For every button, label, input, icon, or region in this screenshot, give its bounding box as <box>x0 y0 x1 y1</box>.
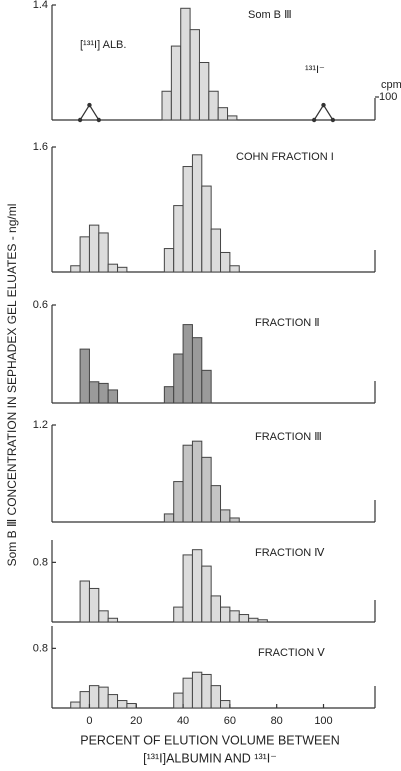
bar <box>182 677 193 709</box>
annotation: [¹³¹I] ALB. <box>80 39 126 51</box>
bar <box>117 266 128 273</box>
panel-title: FRACTION Ⅱ <box>255 317 320 329</box>
bar <box>191 337 203 404</box>
x-tick-label: 40 <box>177 715 189 727</box>
bar <box>257 619 268 623</box>
y-axis-label: Som B Ⅲ CONCENTRATION IN SEPHADEX GEL EL… <box>5 204 19 567</box>
bar <box>173 692 184 709</box>
bar <box>191 154 203 273</box>
x-tick-label: 80 <box>271 715 283 727</box>
bar <box>210 595 222 623</box>
panel-title: Som B Ⅲ <box>248 9 292 21</box>
bar <box>208 90 219 121</box>
x-tick-label: 60 <box>224 715 236 727</box>
bar <box>88 587 100 623</box>
bar <box>173 205 184 273</box>
bar <box>117 700 128 709</box>
bar <box>182 166 193 273</box>
bar <box>201 565 212 623</box>
bar <box>88 224 100 273</box>
bar <box>201 185 212 273</box>
bar <box>79 236 90 273</box>
bar <box>198 62 210 121</box>
bar <box>88 381 100 404</box>
x-tick-label: 100 <box>314 715 332 727</box>
bar <box>227 115 238 121</box>
bar <box>220 509 231 523</box>
x-axis-label: PERCENT OF ELUTION VOLUME BETWEEN <box>80 733 340 747</box>
x-tick-label: 0 <box>86 715 92 727</box>
bar <box>248 617 259 623</box>
bar <box>163 513 175 523</box>
y2-label: cpm <box>381 79 401 91</box>
bar <box>201 369 212 404</box>
bar <box>173 481 184 523</box>
bar <box>182 444 193 523</box>
bar <box>98 610 109 623</box>
bar <box>107 389 119 404</box>
panel-title: FRACTION Ⅴ <box>258 647 325 659</box>
bar <box>191 440 203 523</box>
bar <box>191 671 203 709</box>
bar <box>79 691 90 709</box>
bar <box>107 694 119 709</box>
bar <box>98 232 109 273</box>
bar <box>79 348 90 404</box>
bar <box>98 382 109 404</box>
bar <box>201 456 212 523</box>
bar <box>210 228 222 273</box>
panel-title: COHN FRACTION I <box>236 151 334 163</box>
y-tick-label: 1.6 <box>33 141 48 153</box>
bar <box>220 700 231 709</box>
bar <box>182 554 193 623</box>
bar <box>161 90 172 121</box>
y2-tick-label: 100 <box>379 91 397 103</box>
bar <box>229 610 240 623</box>
bar <box>88 685 100 709</box>
y-tick-label: 0.8 <box>33 642 48 654</box>
x-axis-label: [¹³¹I]ALBUMIN AND ¹³¹I⁻ <box>143 751 277 765</box>
bar <box>107 617 119 623</box>
bar <box>180 7 191 121</box>
bar <box>210 685 222 709</box>
bar <box>173 353 184 404</box>
y-tick-label: 1.2 <box>33 419 48 431</box>
panel-title: FRACTION Ⅲ <box>255 431 322 443</box>
bar <box>220 606 231 623</box>
bar <box>229 265 240 273</box>
y-tick-label: 0.8 <box>33 556 48 568</box>
bar <box>201 673 212 709</box>
bar <box>191 549 203 623</box>
bar <box>163 386 175 404</box>
bar <box>220 251 231 273</box>
bar <box>163 248 175 273</box>
cpm-line <box>79 103 334 121</box>
bar <box>173 606 184 623</box>
bar <box>238 614 250 623</box>
bar <box>210 485 222 523</box>
bar <box>217 107 229 121</box>
bar <box>70 265 81 273</box>
bar <box>182 324 193 404</box>
bar <box>126 703 137 709</box>
bar <box>229 517 240 523</box>
bar <box>98 686 109 709</box>
bar <box>170 45 182 121</box>
bar <box>79 580 90 623</box>
panel-title: FRACTION Ⅳ <box>255 547 325 559</box>
bar <box>189 29 200 121</box>
y-tick-label: 0.6 <box>33 299 48 311</box>
bar <box>70 701 81 709</box>
bar <box>107 263 119 273</box>
y-tick-label: 1.4 <box>33 0 48 11</box>
x-tick-label: 20 <box>130 715 142 727</box>
annotation: ¹³¹I⁻ <box>305 64 325 76</box>
